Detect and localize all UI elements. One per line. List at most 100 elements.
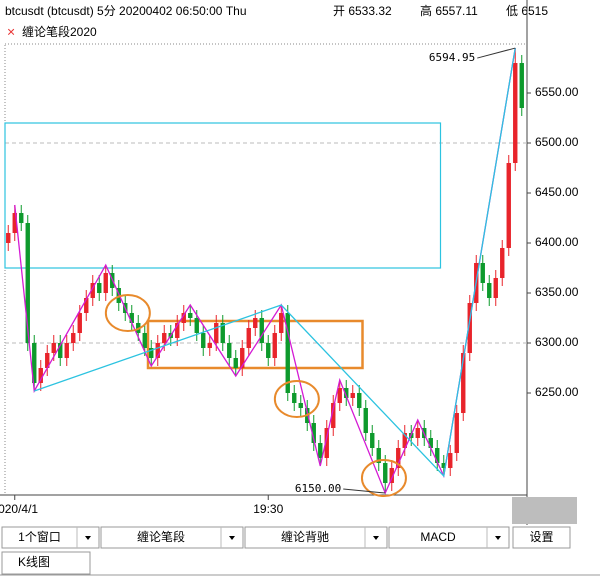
price-label-line: [343, 488, 386, 494]
candle-body: [285, 313, 290, 393]
candle-body: [324, 428, 329, 458]
candle-body: [32, 343, 37, 383]
zone-box: [4, 122, 442, 269]
candle-body: [214, 323, 219, 343]
candle-body: [370, 433, 375, 448]
candle-body: [396, 448, 401, 468]
candle-body: [292, 393, 297, 403]
candle-body: [6, 233, 11, 243]
candle-body: [25, 223, 30, 343]
toolbar-button[interactable]: [388, 526, 510, 549]
candle-body: [233, 358, 238, 368]
candle-body: [129, 313, 134, 323]
candle-body: [181, 313, 186, 323]
toolbar-label: MACD: [420, 530, 456, 544]
header-high: 高 6557.11: [420, 3, 478, 18]
candle-body: [383, 463, 388, 483]
toolbar-label: 缠论背驰: [281, 529, 329, 544]
candle-body: [448, 453, 453, 468]
toolbar-button[interactable]: [1, 526, 100, 549]
candle-body: [253, 318, 258, 328]
candle-body: [337, 388, 342, 403]
candle-body: [513, 63, 518, 163]
candle-body: [467, 303, 472, 353]
candle-body: [389, 468, 394, 483]
candle-body: [142, 333, 147, 348]
y-tick-label: 6400.00: [535, 235, 579, 249]
dropdown-arrow[interactable]: [373, 536, 379, 540]
candle-body: [220, 323, 225, 343]
candle-body: [103, 273, 108, 293]
candle-body: [311, 423, 316, 443]
candle-body: [318, 443, 323, 458]
candle-body: [415, 428, 420, 438]
candle-body: [487, 283, 492, 298]
toolbar-label: 设置: [529, 530, 553, 544]
candle-body: [454, 413, 459, 453]
candle-body: [259, 318, 264, 343]
candle-body: [12, 213, 17, 233]
candle-body: [344, 388, 349, 398]
candle-body: [175, 323, 180, 338]
toolbar-label: 1个窗口: [18, 530, 61, 544]
y-tick-label: 6550.00: [535, 85, 579, 99]
header-open: 开 6533.32: [333, 4, 392, 18]
indicator-name: 缠论笔段2020: [22, 24, 97, 39]
stroke-line: [34, 47, 516, 478]
candle-body: [227, 343, 232, 358]
candle-body: [90, 283, 95, 298]
candle-body: [506, 163, 511, 248]
candle-body: [272, 333, 277, 358]
candle-body: [207, 343, 212, 348]
candle-body: [376, 448, 381, 463]
price-label: 6594.95: [429, 51, 475, 64]
candle-body: [246, 328, 251, 348]
candle-body: [149, 348, 154, 358]
tab[interactable]: [1, 551, 91, 575]
candle-body: [402, 433, 407, 448]
candle-body: [45, 353, 50, 368]
candle-body: [279, 313, 284, 333]
close-icon[interactable]: ×: [7, 24, 15, 40]
candle-body: [500, 248, 505, 278]
candle-body: [480, 263, 485, 283]
toolbar-button[interactable]: [512, 526, 571, 549]
candle-body: [194, 318, 199, 333]
toolbar-label: 缠论笔段: [137, 529, 185, 544]
highlight-circle: [360, 459, 407, 497]
y-tick-label: 6350.00: [535, 285, 579, 299]
candle-body: [64, 343, 69, 358]
plot-frame: [4, 43, 528, 496]
y-tick-label: 6300.00: [535, 335, 579, 349]
x-tick-label: 19:30: [253, 502, 283, 516]
candle-body: [240, 348, 245, 368]
stroke-line: [14, 47, 516, 495]
price-label: 6150.00: [295, 482, 341, 495]
candle-body: [77, 313, 82, 333]
candle-body: [201, 333, 206, 348]
candle-body: [428, 438, 433, 448]
candle-body: [357, 393, 362, 408]
candle-body: [363, 408, 368, 433]
toolbar-button[interactable]: [244, 526, 388, 549]
candle-body: [266, 343, 271, 358]
header-title: btcusdt (btcusdt) 5分 20200402 06:50:00 T…: [5, 4, 247, 18]
candle-body: [71, 333, 76, 343]
candle-body: [188, 313, 193, 318]
y-tick-label: 6450.00: [535, 185, 579, 199]
dropdown-arrow[interactable]: [229, 536, 235, 540]
candle-body: [493, 278, 498, 298]
candle-body: [38, 368, 43, 383]
candle-body: [435, 448, 440, 463]
price-label-line: [477, 47, 516, 59]
toolbar-button[interactable]: [100, 526, 244, 549]
candle-body: [350, 393, 355, 398]
x-tick-label: 2020/4/1: [0, 502, 38, 516]
scroll-thumb[interactable]: [512, 497, 577, 524]
candle-body: [441, 463, 446, 468]
candle-body: [97, 283, 102, 293]
candle-body: [519, 63, 524, 108]
dropdown-arrow[interactable]: [495, 536, 501, 540]
dropdown-arrow[interactable]: [85, 536, 91, 540]
